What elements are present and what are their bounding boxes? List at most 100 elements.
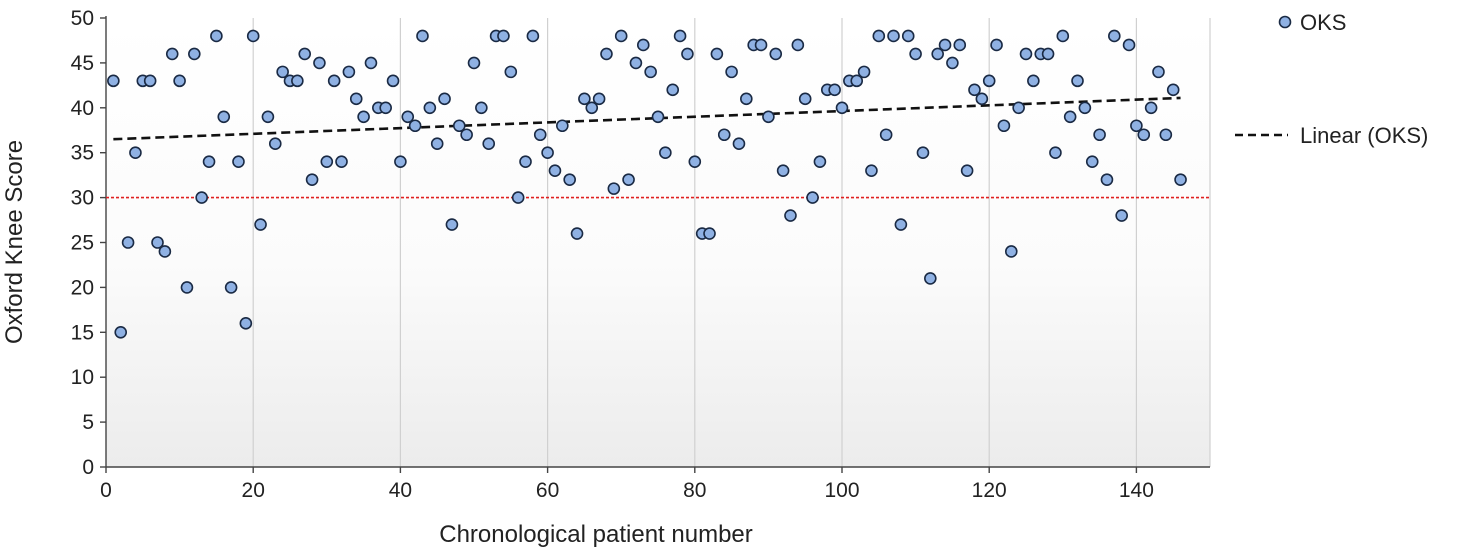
y-tick-label: 30 — [71, 187, 94, 210]
data-point-oks — [533, 128, 547, 142]
data-point-oks — [497, 29, 510, 43]
data-point-oks — [519, 155, 532, 168]
data-point-oks — [114, 325, 128, 339]
data-point-oks — [791, 38, 805, 52]
data-point-oks — [1085, 155, 1099, 168]
axes — [100, 16, 1210, 473]
data-point-oks — [997, 119, 1011, 133]
data-point-oks — [636, 38, 650, 52]
data-point-oks — [651, 110, 665, 124]
data-point-oks — [1056, 29, 1070, 43]
data-point-oks — [960, 164, 974, 177]
data-point-oks — [1130, 119, 1143, 133]
data-point-oks — [239, 317, 253, 330]
y-tick-label: 0 — [82, 456, 94, 479]
legend-marker-oks — [1278, 15, 1292, 29]
data-point-oks — [607, 182, 621, 195]
data-point-oks — [725, 65, 738, 79]
data-point-oks — [511, 191, 525, 204]
tick-labels: 0 5 10 15 20 25 30 35 40 45 50 0 20 40 60 80 100 120 140 — [71, 7, 1154, 502]
data-point-oks — [165, 47, 179, 61]
trendline-layer — [113, 96, 1181, 141]
data-point-oks — [151, 236, 164, 249]
data-point-oks — [1159, 128, 1173, 142]
data-point-oks — [107, 74, 120, 88]
data-point-oks — [1004, 245, 1018, 258]
x-tick-label: 60 — [536, 479, 559, 502]
y-tick-label: 45 — [71, 52, 94, 75]
data-point-oks — [1027, 74, 1040, 88]
data-point-oks — [1144, 101, 1158, 115]
data-point-oks — [953, 38, 967, 52]
data-point-oks — [629, 56, 643, 70]
data-point-oks — [666, 83, 680, 97]
y-tick-label: 15 — [71, 321, 94, 344]
data-point-oks — [1012, 101, 1025, 115]
data-point-oks — [798, 92, 812, 106]
data-point-oks — [386, 74, 400, 88]
data-point-oks — [938, 38, 952, 52]
data-point-oks — [600, 47, 613, 61]
data-point-oks — [673, 29, 687, 43]
data-point-oks — [762, 110, 775, 124]
data-point-oks — [475, 101, 488, 115]
data-point-oks — [408, 119, 422, 133]
x-tick-label: 0 — [100, 479, 112, 502]
data-point-oks — [909, 47, 922, 61]
data-point-oks — [732, 137, 746, 151]
data-point-oks — [865, 164, 878, 177]
data-point-oks — [990, 38, 1003, 52]
data-point-oks — [548, 164, 562, 177]
data-point-oks — [710, 47, 724, 61]
data-point-oks — [688, 155, 702, 168]
data-point-oks — [349, 92, 363, 106]
data-point-oks — [460, 128, 473, 142]
data-point-oks — [364, 56, 378, 70]
data-point-oks — [210, 29, 223, 43]
data-point-oks — [445, 218, 459, 231]
data-point-oks — [835, 101, 849, 115]
data-point-oks — [975, 92, 989, 106]
data-points — [107, 29, 1187, 339]
data-point-oks — [401, 110, 415, 124]
data-point-oks — [504, 65, 518, 79]
data-point-oks — [813, 155, 827, 168]
data-point-oks — [291, 74, 304, 88]
data-point-oks — [622, 173, 635, 186]
x-tick-label: 80 — [683, 479, 706, 502]
data-point-oks — [703, 227, 716, 240]
data-point-oks — [982, 74, 996, 88]
plot-background — [106, 18, 1210, 467]
data-point-oks — [894, 218, 908, 231]
x-tick-label: 120 — [972, 479, 1007, 502]
data-point-oks — [769, 47, 783, 61]
x-tick-label: 40 — [389, 479, 412, 502]
data-point-oks — [541, 146, 554, 159]
data-point-oks — [644, 65, 657, 79]
data-point-oks — [585, 101, 599, 115]
data-point-oks — [578, 92, 591, 106]
data-point-oks — [188, 47, 201, 61]
x-tick-label: 140 — [1119, 479, 1154, 502]
trendline-linear-oks — [113, 96, 1181, 141]
data-point-oks — [1100, 173, 1114, 186]
data-point-oks — [379, 101, 392, 115]
data-point-oks — [1115, 209, 1128, 222]
data-point-oks — [901, 29, 915, 43]
legend-label-linear: Linear (OKS) — [1300, 123, 1428, 148]
data-point-oks — [1071, 74, 1084, 88]
data-point-oks — [659, 146, 672, 159]
data-point-oks — [924, 272, 937, 285]
data-point-oks — [754, 38, 768, 52]
y-axis-title: Oxford Knee Score — [1, 140, 28, 344]
data-point-oks — [482, 137, 496, 151]
data-point-oks — [268, 137, 282, 151]
data-point-oks — [717, 128, 731, 142]
legend: OKS Linear (OKS) — [1235, 10, 1428, 148]
data-point-oks — [305, 173, 319, 186]
data-point-oks — [592, 92, 606, 106]
data-point-oks — [320, 155, 334, 168]
data-point-oks — [313, 56, 326, 70]
data-point-oks — [1049, 146, 1062, 159]
